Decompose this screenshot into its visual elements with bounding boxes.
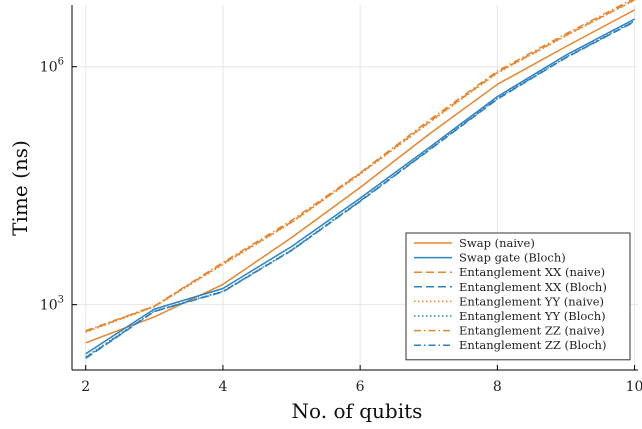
legend-box bbox=[405, 232, 631, 361]
legend: Swap (naive)Swap gate (Bloch)Entanglemen… bbox=[405, 232, 631, 361]
series-line-7 bbox=[85, 0, 633, 332]
y-tick-label: 103 bbox=[40, 295, 64, 314]
x-tick-label: 6 bbox=[356, 379, 365, 395]
legend-label: Entanglement YY (naive) bbox=[459, 294, 604, 308]
y-axis-label: Time (ns) bbox=[8, 140, 32, 236]
x-tick-label: 4 bbox=[218, 379, 227, 395]
legend-label: Entanglement YY (Bloch) bbox=[459, 309, 606, 323]
x-tick-label: 8 bbox=[493, 379, 502, 395]
series-line-1 bbox=[85, 9, 635, 344]
series-line-5 bbox=[85, 0, 635, 333]
x-tick-label: 10 bbox=[626, 379, 642, 395]
legend-label: Entanglement ZZ (naive) bbox=[459, 324, 605, 338]
y-tick-base: 10 bbox=[40, 298, 58, 314]
y-tick-exponent: 6 bbox=[58, 57, 64, 68]
legend-label: Swap gate (Bloch) bbox=[459, 251, 566, 265]
y-tick-base: 10 bbox=[40, 60, 58, 76]
y-tick-label: 106 bbox=[40, 57, 64, 76]
legend-label: Swap (naive) bbox=[459, 236, 535, 250]
series-line-2 bbox=[85, 18, 635, 355]
legend-label: Entanglement ZZ (Bloch) bbox=[459, 338, 606, 352]
legend-label: Entanglement XX (Bloch) bbox=[459, 280, 607, 294]
legend-label: Entanglement XX (naive) bbox=[459, 265, 605, 279]
series-lines bbox=[85, 0, 635, 360]
y-tick-exponent: 3 bbox=[58, 295, 64, 306]
axes bbox=[71, 5, 638, 371]
x-tick-label: 2 bbox=[81, 379, 90, 395]
x-axis-label: No. of qubits bbox=[292, 399, 423, 423]
series-line-8 bbox=[85, 20, 635, 359]
